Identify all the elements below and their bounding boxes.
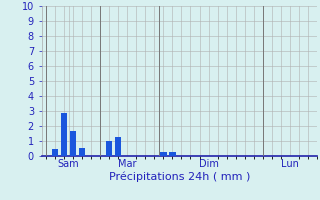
Bar [169, 152, 176, 156]
Bar [70, 131, 76, 156]
Bar [106, 141, 112, 156]
Bar [115, 137, 122, 156]
X-axis label: Précipitations 24h ( mm ): Précipitations 24h ( mm ) [108, 172, 250, 182]
Bar [160, 152, 167, 156]
Bar [61, 112, 67, 156]
Bar [79, 148, 85, 156]
Bar [52, 148, 58, 156]
